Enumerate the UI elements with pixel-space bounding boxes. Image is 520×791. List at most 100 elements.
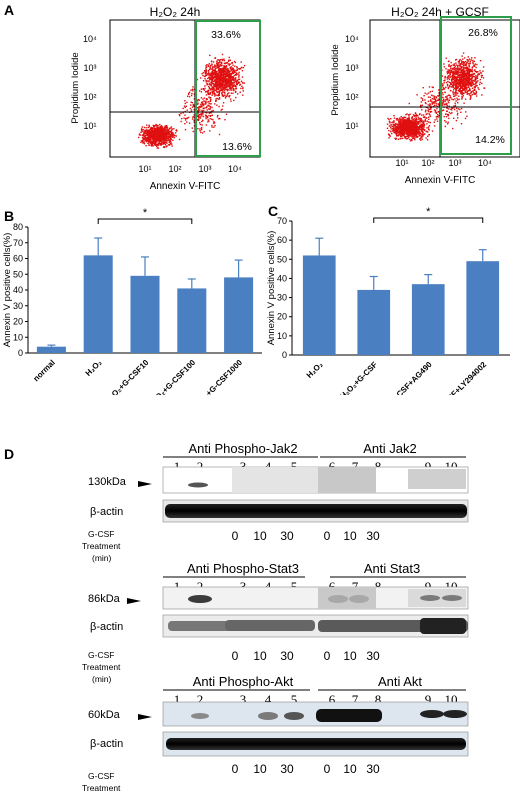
flow-event-dot: [417, 122, 419, 124]
flow-event-dot: [420, 124, 423, 126]
flow-event-dot: [400, 132, 402, 134]
flow-event-dot: [393, 131, 395, 133]
flow-event-dot: [464, 98, 467, 100]
flow-plot-1-title: H₂O₂ 24h: [150, 5, 201, 19]
flow-event-dot: [476, 63, 478, 66]
flow-event-dot: [227, 78, 230, 80]
flow-event-dot: [456, 70, 458, 73]
flow-event-dot: [465, 83, 467, 86]
flow-event-dot: [216, 90, 218, 93]
y-tick-label: 30: [277, 293, 287, 303]
flow-event-dot: [221, 80, 223, 82]
flow-event-dot: [158, 136, 161, 139]
flow-event-dot: [394, 137, 396, 139]
flow-event-dot: [149, 135, 151, 138]
flow-event-dot: [403, 118, 405, 121]
flow-event-dot: [415, 114, 418, 116]
flow-event-dot: [220, 71, 222, 74]
flow-event-dot: [447, 86, 450, 89]
flow-event-dot: [421, 121, 423, 123]
flow-event-dot: [156, 130, 158, 132]
flow-event-dot: [409, 113, 411, 115]
flow-event-dot: [472, 83, 475, 86]
flow-event-dot: [462, 68, 465, 70]
flow-event-dot: [468, 93, 470, 95]
flow-event-dot: [159, 127, 161, 130]
flow-event-dot: [465, 87, 467, 89]
flow-event-dot: [448, 78, 451, 81]
flow-event-dot: [390, 128, 392, 130]
flow-event-dot: [185, 117, 187, 120]
flow-event-dot: [211, 106, 213, 109]
flow-event-dot: [223, 77, 225, 79]
flow-plot-1-upper-pct: 33.6%: [211, 29, 241, 41]
blot-band: [420, 595, 440, 601]
flow-event-dot: [201, 115, 203, 117]
flow-event-dot: [212, 74, 214, 76]
flow-event-dot: [423, 125, 425, 127]
flow-event-dot: [447, 75, 450, 78]
flow-event-dot: [431, 98, 434, 100]
flow-event-dot: [429, 115, 432, 117]
flow-event-dot: [218, 118, 220, 120]
flow-event-dot: [459, 65, 461, 67]
flow-event-dot: [455, 100, 457, 102]
flow-event-dot: [146, 124, 148, 126]
flow-event-dot: [158, 139, 160, 141]
flow-event-dot: [220, 77, 222, 79]
flow-event-dot: [209, 130, 211, 132]
y-tick-label: 70: [13, 238, 23, 248]
lane-number: 3: [240, 459, 247, 474]
flow-event-dot: [197, 98, 199, 101]
flow-event-dot: [412, 133, 414, 135]
flow-event-dot: [226, 70, 228, 72]
flow-event-dot: [447, 80, 449, 83]
flow-event-dot: [397, 129, 399, 132]
flow-event-dot: [142, 141, 144, 144]
flow-event-dot: [422, 99, 424, 102]
flow-event-dot: [395, 118, 398, 120]
flow-event-dot: [395, 126, 398, 128]
flow-event-dot: [452, 81, 455, 83]
category-label: H₂O₂+G-CSF100: [147, 358, 198, 395]
flow-plot-1-lower-pct: 13.6%: [222, 141, 252, 153]
flow-event-dot: [191, 102, 194, 104]
flow-event-dot: [235, 85, 237, 88]
lane-number: 5: [291, 459, 298, 474]
flow-event-dot: [451, 74, 454, 77]
flow-event-dot: [459, 63, 462, 65]
flow-event-dot: [148, 134, 151, 136]
blot-title-right: Anti Akt: [378, 674, 422, 689]
flow-event-dot: [150, 139, 152, 142]
flow-event-dot: [468, 82, 470, 84]
bar: [357, 289, 391, 355]
flow-event-dot: [214, 85, 216, 88]
flow-event-dot: [165, 140, 168, 142]
flow-event-dot: [156, 145, 158, 147]
flow-event-dot: [462, 76, 465, 78]
flow-event-dot: [465, 89, 468, 91]
flow-event-dot: [215, 77, 217, 80]
flow-event-dot: [453, 83, 455, 85]
flow-event-dot: [462, 52, 465, 54]
flow-event-dot: [225, 79, 227, 81]
treatment-time: 30: [366, 762, 380, 776]
flow-event-dot: [164, 138, 166, 140]
flow-event-dot: [407, 134, 409, 136]
flow-event-dot: [165, 134, 167, 136]
flow-event-dot: [447, 121, 449, 123]
flow-event-dot: [437, 116, 439, 118]
flow-event-dot: [199, 106, 201, 108]
flow-event-dot: [431, 100, 433, 103]
flow-event-dot: [193, 88, 196, 91]
flow-event-dot: [422, 116, 425, 118]
flow-event-dot: [199, 122, 201, 124]
flow-plot-2-xtick: 10⁴: [478, 158, 492, 168]
y-tick-label: 60: [13, 254, 23, 264]
flow-event-dot: [159, 137, 161, 140]
flow-event-dot: [434, 101, 436, 103]
blot-title-left: Anti Phospho-Akt: [193, 674, 294, 689]
flow-event-dot: [202, 80, 205, 82]
flow-event-dot: [229, 86, 231, 88]
flow-event-dot: [228, 89, 230, 91]
